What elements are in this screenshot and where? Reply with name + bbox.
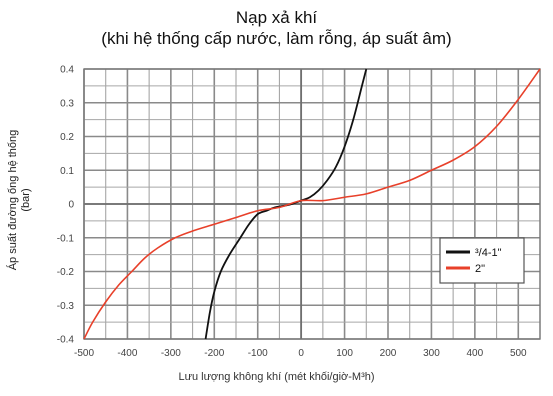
chart-series <box>83 68 541 340</box>
chart-legend: ³/4-1" 2" <box>439 237 525 284</box>
y-tick-label: 0.4 <box>60 65 74 76</box>
legend-label: ³/4-1" <box>475 247 502 259</box>
y-tick-label: 0 <box>68 200 74 211</box>
x-tick-label: 200 <box>380 348 397 359</box>
x-tick-label: 100 <box>336 348 353 359</box>
chart-grid <box>83 68 541 340</box>
x-tick-label: -200 <box>204 348 224 359</box>
chart-tick-labels: -500 -400 -300 -200 -100 0 100 200 300 400 500 0.4 0… <box>57 65 527 360</box>
y-tick-label: -0.2 <box>57 267 75 278</box>
series-line-1 <box>83 68 541 340</box>
x-tick-label: -500 <box>74 348 94 359</box>
y-tick-label: -0.1 <box>57 233 75 244</box>
plot-frame <box>83 68 541 340</box>
legend-box <box>439 237 525 284</box>
chart-title-line1: Nạp xả khí <box>235 8 318 27</box>
x-tick-label: 0 <box>298 348 304 359</box>
x-tick-label: 300 <box>423 348 440 359</box>
x-tick-label: 400 <box>467 348 484 359</box>
x-tick-label: 500 <box>510 348 527 359</box>
y-tick-label: -0.3 <box>57 301 75 312</box>
y-tick-label: 0.2 <box>60 132 74 143</box>
x-axis-label: Lưu lượng không khí (mét khối/giờ-M³h) <box>178 371 375 383</box>
y-tick-label: 0.3 <box>60 98 74 109</box>
y-tick-label: -0.4 <box>57 335 75 346</box>
y-tick-label: 0.1 <box>60 166 74 177</box>
chart-title-line2: (khi hệ thống cấp nước, làm rỗng, áp suấ… <box>101 29 452 48</box>
legend-label: 2" <box>475 263 485 275</box>
x-tick-label: -100 <box>248 348 268 359</box>
x-tick-label: -400 <box>117 348 137 359</box>
x-tick-label: -300 <box>161 348 181 359</box>
